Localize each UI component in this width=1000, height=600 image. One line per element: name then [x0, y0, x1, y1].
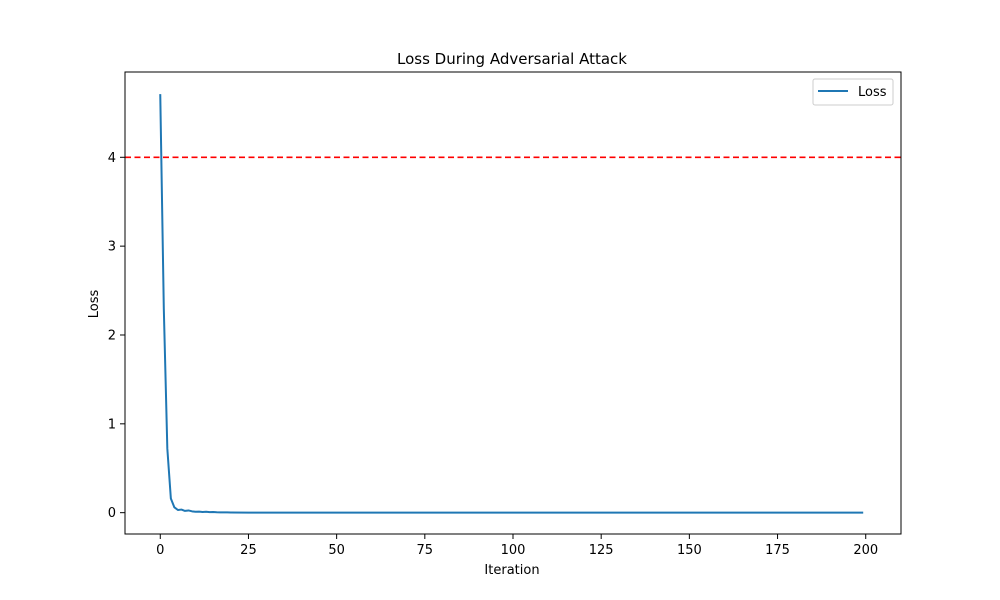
legend-label-loss: Loss	[858, 85, 887, 100]
x-tick-label: 50	[328, 543, 345, 558]
legend: Loss	[812, 78, 894, 106]
x-tick-label: 150	[677, 543, 702, 558]
x-tick-label: 175	[765, 543, 790, 558]
y-tick-label: 1	[108, 417, 116, 432]
y-tick-label: 2	[108, 328, 116, 343]
legend-box	[812, 78, 894, 106]
x-tick-label: 100	[501, 543, 526, 558]
x-tick-label: 25	[240, 543, 257, 558]
x-tick-label: 0	[156, 543, 164, 558]
x-tick-label: 200	[853, 543, 878, 558]
y-tick-label: 3	[108, 240, 116, 255]
x-tick-label: 125	[589, 543, 614, 558]
x-tick-label: 75	[417, 543, 434, 558]
series-line-loss	[159, 94, 864, 514]
chart-title: Loss During Adversarial Attack	[397, 50, 627, 68]
y-tick-label: 4	[108, 151, 116, 166]
plot-area: 0 25 50 75 100 125 150 175 200 0 1 2 3 4	[108, 71, 902, 558]
x-axis-label: Iteration	[484, 563, 539, 578]
y-axis-label: Loss	[87, 290, 102, 319]
y-tick-label: 0	[108, 506, 116, 521]
